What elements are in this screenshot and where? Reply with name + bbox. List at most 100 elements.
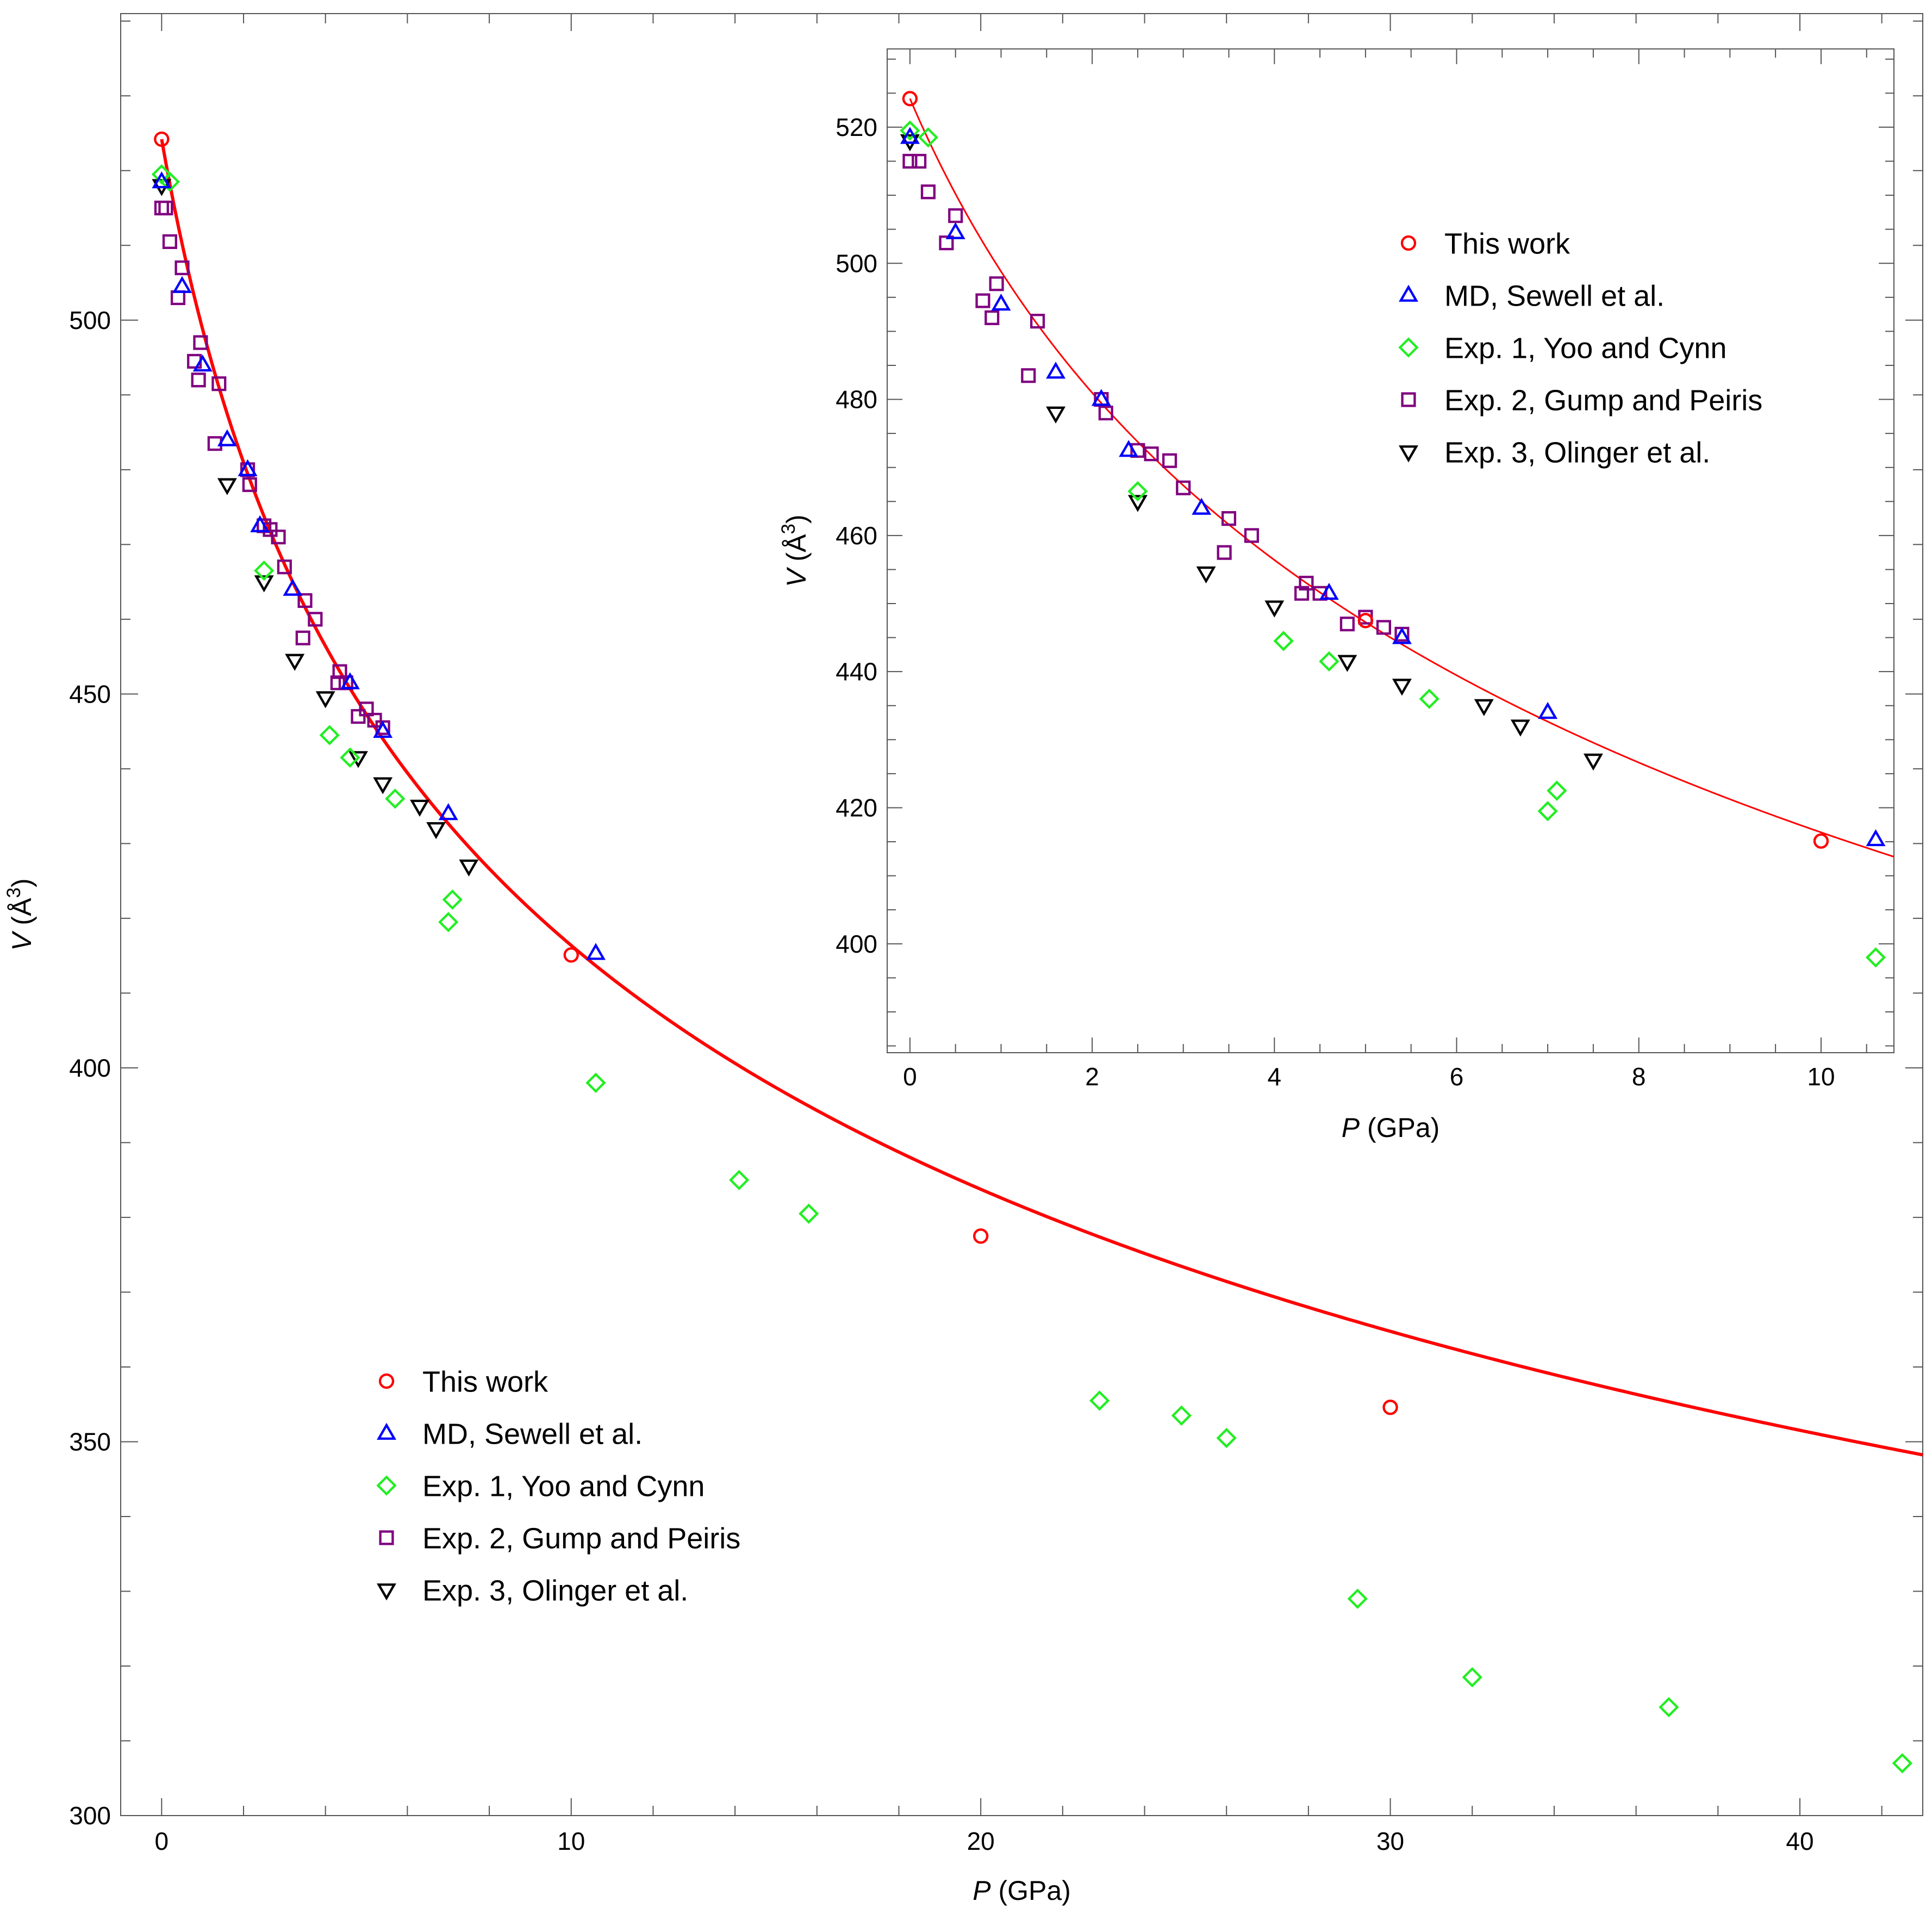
legend-marker-exp2 (1401, 392, 1416, 407)
data-point-exp2 (1162, 453, 1177, 468)
data-point-exp2 (1030, 314, 1045, 329)
x-tick-label: 4 (1268, 1062, 1282, 1091)
data-point-exp2 (1217, 545, 1232, 560)
x-tick-label: 30 (1376, 1827, 1404, 1855)
data-point-exp3 (373, 777, 393, 794)
fit-curve (909, 98, 1894, 858)
data-point-md (1192, 498, 1212, 515)
data-point-exp3 (1127, 495, 1148, 512)
data-point-exp2 (975, 293, 990, 308)
data-point-exp2 (939, 235, 954, 251)
y-axis-title: V (Å3) (3, 878, 37, 950)
y-tick-label: 300 (69, 1801, 111, 1830)
y-tick-label: 350 (69, 1428, 111, 1456)
data-point-exp3 (1583, 753, 1603, 771)
data-point-md (1091, 389, 1111, 406)
data-point-exp2 (1221, 511, 1237, 526)
data-point-md (172, 276, 192, 293)
data-point-this_work (563, 947, 579, 963)
inset-chart-ticks (887, 49, 1894, 1053)
data-point-md (1319, 582, 1339, 600)
data-point-exp2 (1294, 586, 1310, 601)
data-point-exp2 (948, 208, 963, 223)
data-point-md (217, 429, 237, 446)
data-point-exp2 (297, 593, 313, 608)
data-point-exp3 (426, 822, 446, 840)
legend-label-md: MD, Sewell et al. (422, 1418, 643, 1450)
data-point-exp3 (348, 751, 368, 768)
legend-marker-exp3 (377, 1583, 396, 1601)
data-point-exp2 (1176, 480, 1191, 495)
data-point-exp1 (900, 120, 920, 141)
data-point-exp2 (193, 335, 208, 350)
x-axis-title: P (GPa) (1342, 1113, 1440, 1143)
data-point-exp1 (728, 1170, 750, 1190)
x-tick-label: 8 (1632, 1062, 1646, 1091)
series-md (152, 171, 606, 960)
data-point-exp2 (263, 522, 278, 537)
data-point-exp2 (984, 310, 1000, 325)
data-point-exp3 (254, 575, 274, 593)
data-point-exp1 (385, 788, 406, 809)
data-point-md (373, 720, 393, 738)
series-this_work (902, 91, 1829, 849)
data-point-exp1 (1659, 1696, 1679, 1718)
inset-chart-legend: This work MD, Sewell et al. Exp. 1, Yoo an… (1398, 227, 1762, 469)
data-point-exp1 (442, 889, 463, 910)
data-point-exp2 (277, 560, 292, 575)
series-md (900, 127, 1886, 847)
data-point-exp1 (340, 747, 360, 768)
inset-chart: 0 2 4 6 8 10 400 420 440 460 480 500 520 P (GPa) V (Å3… (778, 48, 1894, 1143)
legend-marker-exp3 (1399, 445, 1418, 463)
legend-label-exp3: Exp. 3, Olinger et al. (422, 1574, 688, 1607)
data-point-exp2 (162, 234, 177, 249)
data-point-exp3 (1046, 406, 1066, 424)
data-point-exp1 (799, 1203, 819, 1224)
legend-marker-md (377, 1422, 396, 1440)
y-tick-label: 420 (836, 794, 877, 822)
legend-marker-md (1399, 284, 1418, 302)
data-point-exp1 (1347, 1588, 1368, 1609)
data-point-exp3 (1510, 719, 1530, 737)
y-tick-label: 460 (836, 521, 877, 550)
y-tick-label: 480 (836, 386, 877, 414)
data-point-exp1 (1089, 1390, 1110, 1411)
main-chart-legend: This work MD, Sewell et al. Exp. 1, Yoo an… (376, 1365, 740, 1607)
legend-marker-exp1 (1398, 337, 1419, 358)
data-point-exp2 (330, 675, 345, 691)
legend-label-this_work: This work (1444, 227, 1570, 260)
data-point-exp1 (254, 560, 275, 581)
x-tick-label: 40 (1786, 1827, 1813, 1855)
data-point-exp2 (174, 260, 190, 276)
x-tick-label: 6 (1450, 1062, 1464, 1091)
y-tick-label: 400 (69, 1054, 111, 1082)
y-tick-label: 520 (836, 113, 877, 141)
data-point-md (1119, 440, 1139, 457)
y-tick-label: 500 (836, 249, 877, 277)
legend-label-exp3: Exp. 3, Olinger et al. (1444, 436, 1710, 469)
series-exp1 (151, 164, 1912, 1774)
data-point-exp1 (918, 127, 939, 148)
data-point-exp1 (1273, 631, 1294, 651)
data-point-md (1392, 627, 1412, 644)
series-exp1 (900, 120, 1886, 968)
data-point-exp1 (1171, 1405, 1192, 1426)
data-point-exp1 (1419, 688, 1439, 709)
series-exp2 (154, 200, 390, 735)
data-point-exp2 (271, 530, 286, 545)
data-point-md (945, 222, 965, 239)
data-point-md (250, 515, 270, 532)
data-point-exp1 (1216, 1427, 1237, 1449)
data-point-exp3 (459, 859, 479, 877)
data-point-exp1 (438, 912, 459, 933)
data-point-this_work (1357, 613, 1374, 629)
x-tick-label: 0 (903, 1062, 917, 1091)
data-point-exp3 (1337, 655, 1357, 672)
data-point-exp3 (217, 478, 237, 495)
data-point-exp2 (308, 612, 323, 627)
data-point-exp2 (1244, 528, 1259, 543)
data-point-md (991, 293, 1011, 311)
x-tick-label: 2 (1085, 1062, 1099, 1091)
y-tick-label: 450 (69, 680, 111, 708)
